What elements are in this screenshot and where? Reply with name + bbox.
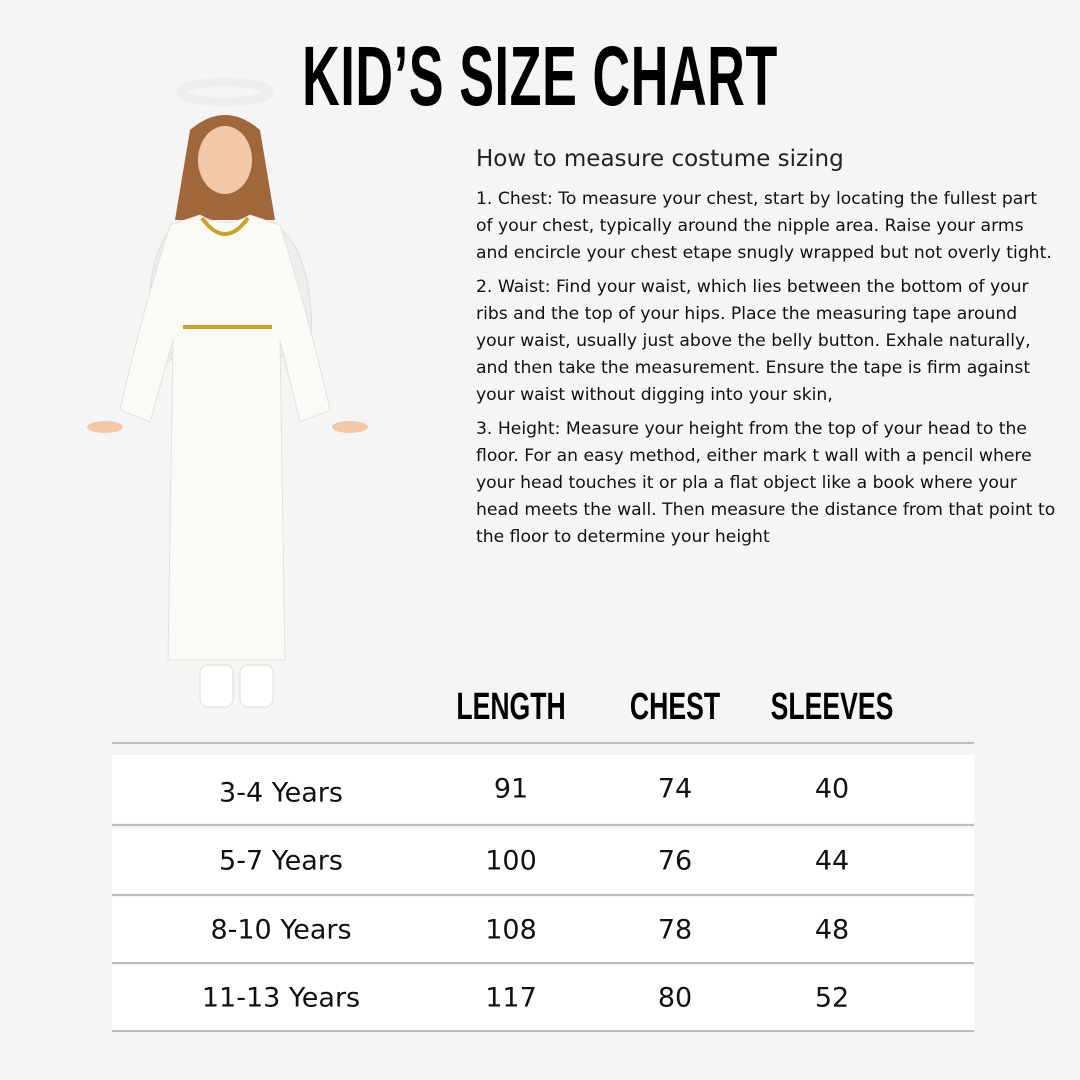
sleeves-cell: 48 — [814, 914, 850, 945]
header-sleeves: SLEEVES — [770, 686, 894, 728]
table-row: 5-7 Years 100 76 44 — [112, 828, 974, 893]
chest-cell: 80 — [657, 982, 693, 1014]
shoe-left — [199, 664, 234, 708]
guide-chest: 1. Chest: To measure your chest, start b… — [476, 189, 1052, 263]
sleeves-cell: 52 — [814, 982, 850, 1014]
divider — [112, 742, 974, 744]
table-row: 3-4 Years 91 74 40 — [112, 755, 974, 823]
page-title: KID’S SIZE CHART — [302, 29, 778, 123]
divider — [112, 962, 974, 964]
divider — [112, 824, 974, 826]
chest-cell: 78 — [657, 914, 693, 945]
hand-right — [332, 421, 368, 433]
halo — [176, 77, 274, 107]
sleeves-cell: 40 — [814, 773, 850, 805]
chest-cell: 76 — [657, 845, 693, 876]
length-cell: 108 — [485, 914, 537, 945]
size-cell: 11-13 Years — [201, 982, 361, 1014]
chest-cell: 74 — [657, 773, 693, 805]
length-cell: 117 — [485, 982, 537, 1014]
length-cell: 91 — [493, 773, 529, 805]
hand-left — [87, 421, 123, 433]
header-length: LENGTH — [456, 686, 566, 728]
neck-trim — [200, 216, 250, 236]
divider — [112, 894, 974, 896]
guide-waist: 2. Waist: Find your waist, which lies be… — [476, 277, 1031, 405]
header-chest: CHEST — [629, 686, 721, 728]
table-row: 8-10 Years 108 78 48 — [112, 897, 974, 962]
size-cell: 5-7 Years — [219, 845, 343, 876]
angel-costume-photo — [87, 77, 368, 708]
divider — [112, 1030, 974, 1032]
sleeves-cell: 44 — [814, 845, 850, 876]
length-cell: 100 — [485, 845, 537, 876]
size-cell: 3-4 Years — [219, 777, 343, 809]
guide-height: 3. Height: Measure your height from the … — [476, 419, 1056, 547]
measure-guide: How to measure costume sizing 1. Chest: … — [476, 146, 1056, 558]
size-cell: 8-10 Years — [210, 914, 352, 945]
face — [198, 126, 252, 194]
shoe-right — [239, 664, 274, 708]
dress — [119, 214, 331, 661]
table-row: 11-13 Years 117 80 52 — [112, 966, 974, 1030]
guide-heading: How to measure costume sizing — [476, 146, 844, 172]
